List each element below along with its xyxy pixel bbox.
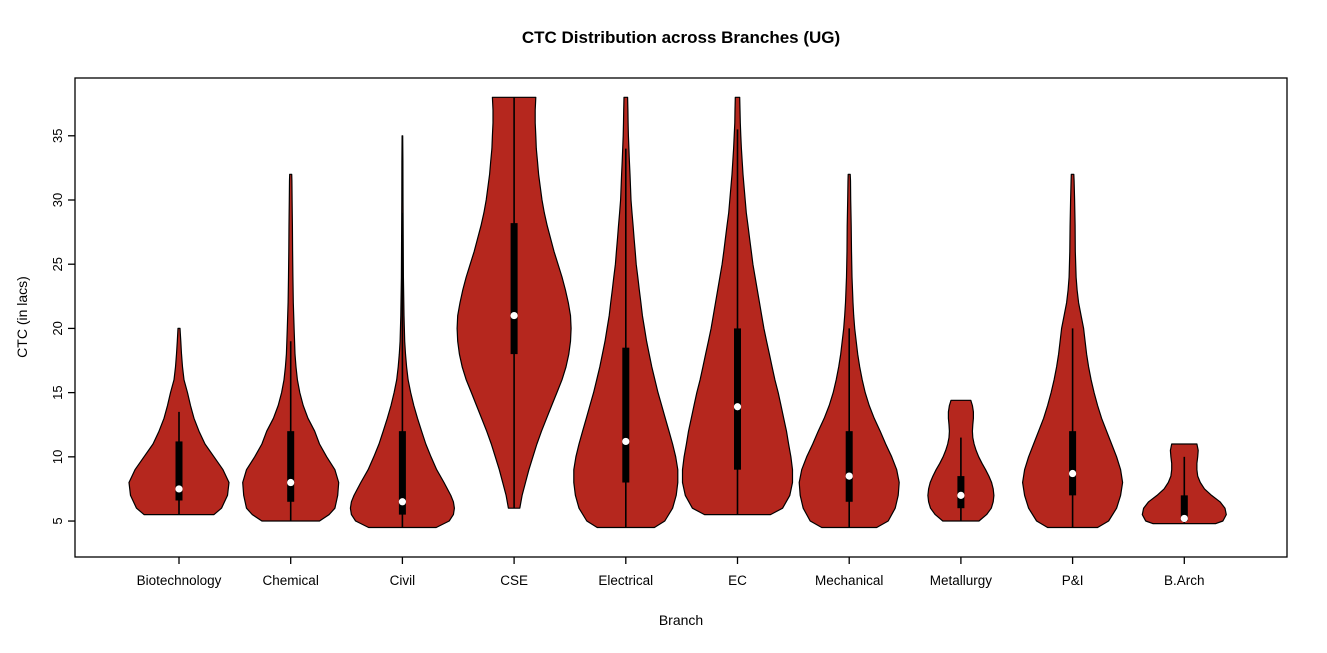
iqr-box [734, 328, 741, 470]
x-tick-label: Civil [390, 573, 416, 588]
violin-ec [681, 96, 794, 516]
x-tick-label: EC [728, 573, 747, 588]
x-tick-label: Chemical [263, 573, 319, 588]
x-axis-title: Branch [658, 612, 704, 628]
iqr-box [398, 431, 406, 515]
iqr-box [287, 431, 295, 502]
median-dot [733, 403, 742, 411]
y-tick-label: 35 [50, 129, 65, 143]
x-tick-label: Metallurgy [930, 573, 993, 588]
violin-mechanical [798, 173, 900, 529]
median-dot [957, 491, 965, 499]
x-tick-label: Mechanical [815, 573, 883, 588]
chart-title: CTC Distribution across Branches (UG) [521, 28, 841, 47]
median-dot [1180, 514, 1188, 523]
iqr-box [845, 431, 853, 502]
iqr-box [1180, 495, 1188, 522]
y-tick-label: 10 [50, 450, 65, 464]
iqr-box [175, 441, 183, 501]
violin-b-arch [1141, 443, 1227, 525]
iqr-box [510, 223, 518, 355]
x-tick-label: CSE [500, 573, 528, 588]
violin-metallurgy [927, 399, 995, 522]
x-tick-label: P&I [1062, 573, 1084, 588]
iqr-box [1069, 431, 1077, 496]
y-axis-title: CTC (in lacs) [14, 276, 30, 358]
median-dot [287, 478, 295, 487]
median-dot [622, 437, 630, 446]
y-tick-label: 15 [50, 385, 65, 399]
x-tick-label: Biotechnology [137, 573, 222, 588]
violin-biotechnology [128, 327, 230, 516]
violin-electrical [573, 96, 679, 529]
y-tick-label: 25 [50, 257, 65, 271]
x-tick-label: B.Arch [1164, 573, 1205, 588]
median-dot [510, 311, 518, 320]
median-dot [398, 498, 406, 506]
violin-cse [456, 96, 572, 509]
iqr-box [622, 347, 630, 483]
violin-civil [349, 135, 455, 529]
plot-border [74, 77, 1288, 558]
y-tick-label: 30 [50, 193, 65, 207]
median-dot [1069, 469, 1077, 478]
y-tick-label: 5 [50, 517, 65, 524]
violin-p-i [1022, 173, 1124, 529]
y-tick-label: 20 [50, 321, 65, 335]
median-dot [175, 485, 183, 493]
median-dot [845, 472, 853, 480]
x-tick-label: Electrical [598, 573, 653, 588]
violin-chemical [242, 173, 340, 522]
